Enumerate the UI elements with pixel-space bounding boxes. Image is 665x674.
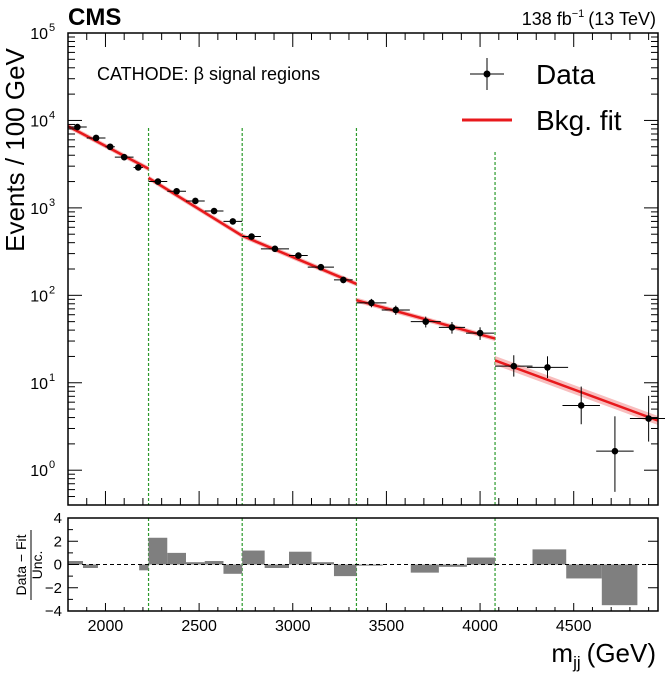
data-point <box>448 324 456 331</box>
x-label-unit: (GeV) <box>587 638 656 668</box>
ratio-y-tick-label: −4 <box>45 603 62 620</box>
data-point <box>229 218 237 225</box>
x-tick-label: 3500 <box>369 618 405 635</box>
legend-fit-label: Bkg. fit <box>536 105 622 136</box>
pull-bar <box>68 561 83 565</box>
ratio-ylabel-denominator: Unc. <box>29 551 45 580</box>
data-point <box>340 276 347 284</box>
data-point <box>510 362 518 370</box>
pull-bar <box>223 564 243 574</box>
x-tick-label: 4500 <box>556 618 592 635</box>
pull-bar <box>148 537 168 565</box>
y-axis-label: Events / 100 GeV <box>0 47 30 251</box>
y-tick-label: 10 <box>30 463 48 480</box>
data-point <box>154 178 162 185</box>
legend-data-marker <box>483 70 491 78</box>
x-tick-labels: 2000 2500 3000 3500 4000 4500 <box>88 618 592 635</box>
pull-bar <box>204 561 224 565</box>
data-point <box>295 252 302 259</box>
pull-bar <box>139 564 149 571</box>
x-label-main: m <box>551 638 573 668</box>
y-tick-label: 10 <box>30 201 48 218</box>
fit-segment <box>494 359 659 422</box>
pull-bar <box>186 562 205 565</box>
luminosity-label: 138 fb−1 (13 TeV) <box>522 8 656 29</box>
ratio-axes: −4 −2 0 2 4 <box>45 510 658 620</box>
data-point <box>210 207 218 215</box>
data-point <box>134 164 142 171</box>
data-point <box>106 143 114 151</box>
data-point <box>611 447 619 455</box>
x-tick-label: 2000 <box>88 618 124 635</box>
x-tick-label: 4000 <box>462 618 498 635</box>
y-tick-exponent: 0 <box>49 459 55 471</box>
data-point <box>248 233 255 240</box>
legend: Data Bkg. fit <box>462 58 622 136</box>
ratio-y-tick-label: 2 <box>54 533 62 550</box>
x-tick-label: 2500 <box>181 618 217 635</box>
y-tick-label: 10 <box>30 288 48 305</box>
ratio-plot: −4 −2 0 2 4 Data − Fit Unc. 2000 2500 3000 3500… <box>13 510 659 672</box>
data-point <box>476 329 484 337</box>
pull-bar <box>311 562 334 565</box>
ratio-y-tick-label: −2 <box>45 580 62 597</box>
data-point <box>645 415 652 422</box>
data-point <box>192 197 199 205</box>
x-axis-label: mjj (GeV) <box>551 638 656 672</box>
data-points <box>68 123 665 492</box>
lumi-exponent: −1 <box>572 8 585 20</box>
y-tick-exponent: 1 <box>49 372 55 384</box>
pull-bar <box>356 564 383 566</box>
main-plot-frame <box>67 32 659 506</box>
data-point <box>120 153 128 161</box>
ratio-y-tick-label: 0 <box>54 557 62 574</box>
pull-bar <box>410 564 439 573</box>
pull-bar <box>466 557 496 565</box>
pull-bar <box>167 552 186 565</box>
pull-bar <box>264 564 290 568</box>
y-tick-exponent: 5 <box>49 22 55 34</box>
data-point <box>577 402 585 409</box>
ratio-y-tick-label: 4 <box>54 510 62 527</box>
data-point <box>544 364 551 371</box>
pull-bar <box>532 549 567 565</box>
lumi-value: 138 fb <box>522 9 572 29</box>
fit-segment <box>241 234 357 286</box>
y-tick-exponent: 2 <box>49 284 55 296</box>
data-point <box>422 318 430 325</box>
pull-bar <box>82 564 98 568</box>
pull-bar <box>333 564 357 577</box>
pull-bar <box>601 564 638 606</box>
pull-bar <box>438 564 467 567</box>
data-point <box>92 134 100 142</box>
experiment-label: CMS <box>68 4 121 31</box>
data-point <box>271 245 279 253</box>
y-tick-label: 10 <box>30 113 48 130</box>
data-point <box>74 123 81 131</box>
data-point <box>317 263 325 271</box>
legend-data-label: Data <box>536 59 596 90</box>
signal-region-boundaries <box>147 128 496 505</box>
x-label-sub: jj <box>572 653 581 672</box>
fit-segment <box>147 176 243 237</box>
background-fit <box>67 123 659 426</box>
y-tick-label: 10 <box>30 26 48 43</box>
energy-label: (13 TeV) <box>588 9 656 29</box>
pull-bar <box>289 551 312 565</box>
data-point <box>368 299 375 307</box>
pull-bar <box>242 550 265 565</box>
pull-bars <box>68 537 638 606</box>
y-tick-label: 10 <box>30 376 48 393</box>
data-point <box>173 187 180 195</box>
y-tick-exponent: 3 <box>49 197 55 209</box>
x-tick-label: 3000 <box>275 618 311 635</box>
chart-title: CATHODE: β signal regions <box>97 64 320 84</box>
data-point <box>392 306 400 314</box>
ratio-ylabel-numerator: Data − Fit <box>13 534 29 595</box>
pull-bar <box>566 564 602 579</box>
y-tick-exponent: 4 <box>49 109 55 121</box>
